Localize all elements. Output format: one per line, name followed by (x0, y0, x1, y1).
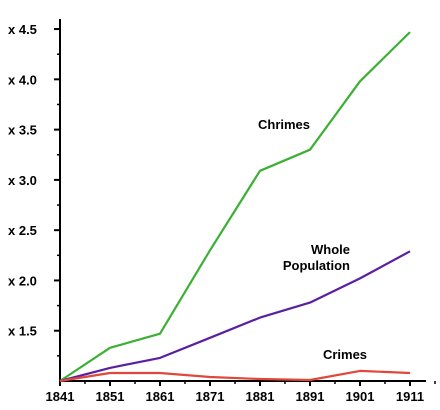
series-label-whole-population: Whole (311, 242, 350, 257)
series-lines (59, 31, 411, 383)
y-tick-label: x 2.5 (8, 223, 37, 238)
series-label-chrimes: Chrimes (258, 117, 310, 132)
x-tick-label: 1861 (146, 389, 175, 404)
x-tick-label: 1851 (96, 389, 125, 404)
y-tick-label: x 3.5 (8, 123, 37, 138)
series-label-whole-population: Population (283, 258, 350, 273)
x-tick-label: 1911 (396, 389, 424, 404)
series-line-whole-population (59, 250, 411, 383)
x-tick-label: 1881 (246, 389, 275, 404)
x-tick-label: 1871 (196, 389, 225, 404)
series-line-chrimes (59, 31, 411, 382)
series-line-crimes (59, 369, 411, 383)
y-tick-label: x 4.5 (8, 22, 37, 37)
y-tick-label: x 1.5 (8, 324, 37, 339)
x-tick-label: 1891 (296, 389, 325, 404)
y-tick-label: x 2.0 (8, 273, 37, 288)
x-tick-label: 1901 (346, 389, 375, 404)
x-tick-label: 1841 (46, 389, 75, 404)
series-label-crimes: Crimes (323, 347, 367, 362)
y-tick-label: x 4.0 (8, 72, 37, 87)
axes: x 1.5 x 2.0 x 2.5 x 3.0 x 3.5 x 4.0 x 4.5 1841 1… (8, 19, 436, 404)
y-tick-label: x 3.0 (8, 173, 37, 188)
